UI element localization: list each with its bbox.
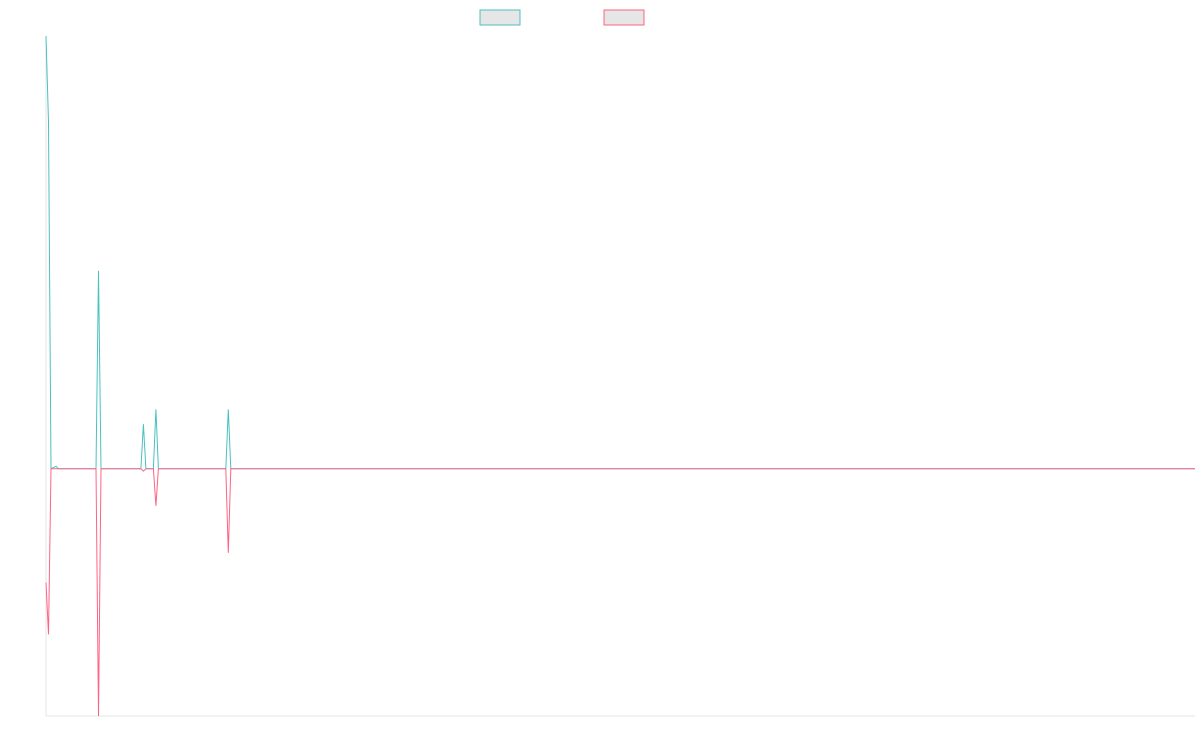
series-layer — [45, 35, 1195, 717]
axes — [45, 36, 1195, 717]
series-line-0 — [45, 35, 1195, 470]
legend-swatch-0[interactable] — [479, 9, 521, 26]
series-line-1 — [45, 468, 1195, 717]
legend-swatch-1[interactable] — [603, 9, 645, 26]
legend — [479, 9, 645, 26]
